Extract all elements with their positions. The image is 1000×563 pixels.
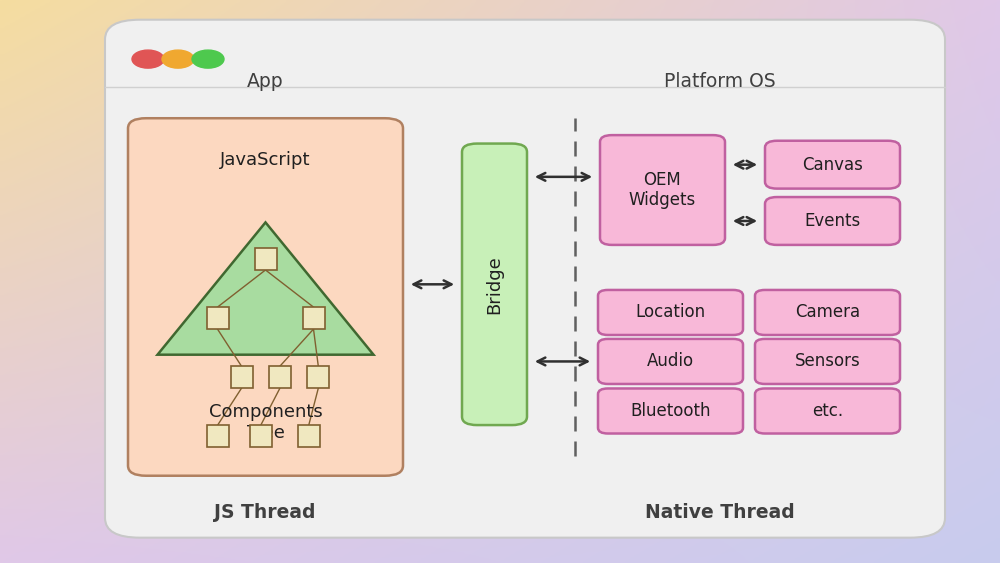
FancyBboxPatch shape xyxy=(598,388,743,434)
FancyBboxPatch shape xyxy=(307,366,329,388)
Circle shape xyxy=(132,50,164,68)
FancyBboxPatch shape xyxy=(598,339,743,384)
Text: Bluetooth: Bluetooth xyxy=(630,402,711,420)
FancyBboxPatch shape xyxy=(207,307,228,329)
Text: Events: Events xyxy=(804,212,861,230)
Circle shape xyxy=(192,50,224,68)
FancyBboxPatch shape xyxy=(765,141,900,189)
Text: Bridge: Bridge xyxy=(486,255,504,314)
Text: OEM
Widgets: OEM Widgets xyxy=(629,171,696,209)
Text: Components
Tree: Components Tree xyxy=(209,403,322,441)
Text: Location: Location xyxy=(635,303,706,321)
FancyBboxPatch shape xyxy=(765,197,900,245)
Text: Camera: Camera xyxy=(795,303,860,321)
FancyBboxPatch shape xyxy=(302,307,324,329)
Text: App: App xyxy=(247,72,283,91)
FancyBboxPatch shape xyxy=(298,425,320,448)
Text: Canvas: Canvas xyxy=(802,156,863,173)
Text: JS Thread: JS Thread xyxy=(214,503,316,522)
Circle shape xyxy=(162,50,194,68)
FancyBboxPatch shape xyxy=(600,135,725,245)
FancyBboxPatch shape xyxy=(250,425,272,448)
Text: Native Thread: Native Thread xyxy=(645,503,795,522)
FancyBboxPatch shape xyxy=(598,290,743,335)
FancyBboxPatch shape xyxy=(128,118,403,476)
Text: etc.: etc. xyxy=(812,402,843,420)
FancyBboxPatch shape xyxy=(207,425,228,448)
FancyBboxPatch shape xyxy=(755,339,900,384)
FancyBboxPatch shape xyxy=(269,366,291,388)
FancyBboxPatch shape xyxy=(230,366,252,388)
FancyBboxPatch shape xyxy=(254,248,276,270)
FancyBboxPatch shape xyxy=(755,290,900,335)
Text: JavaScript: JavaScript xyxy=(220,151,311,169)
Text: Audio: Audio xyxy=(647,352,694,370)
Text: Platform OS: Platform OS xyxy=(664,72,776,91)
FancyBboxPatch shape xyxy=(462,144,527,425)
Polygon shape xyxy=(158,222,374,355)
Text: Sensors: Sensors xyxy=(795,352,860,370)
FancyBboxPatch shape xyxy=(755,388,900,434)
FancyBboxPatch shape xyxy=(105,20,945,538)
